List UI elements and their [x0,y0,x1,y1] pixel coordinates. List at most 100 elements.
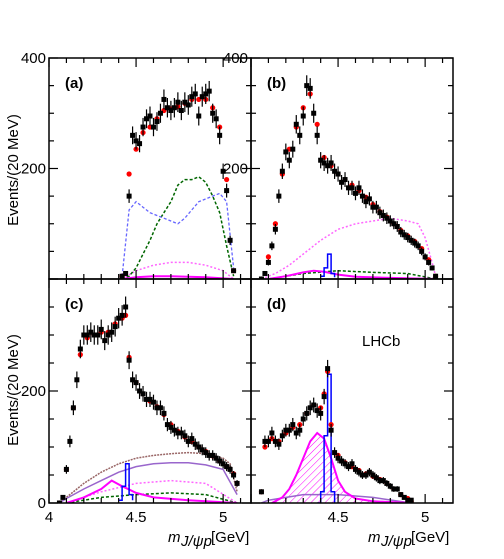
data-point [356,185,362,191]
data-points [258,75,439,279]
y-tick-label: 200 [21,161,46,178]
data-point [426,259,432,265]
data-point [370,472,376,478]
data-point [150,124,156,130]
data-point [300,416,306,422]
data-point [116,315,122,321]
data-point [150,399,156,405]
blue-dashed-curve [121,192,235,277]
fit-point [224,176,230,183]
data-point [419,248,425,254]
fit-point [272,221,278,227]
data-point [147,396,153,402]
data-point [147,113,153,119]
data-point [203,450,209,456]
data-point [307,405,313,411]
data-point [325,163,331,169]
data-point [272,438,278,444]
panel-1-plot-area [119,80,237,279]
data-point [349,185,355,191]
data-point [168,424,174,430]
data-point [203,91,209,97]
data-point [182,433,188,439]
fit-point [314,121,320,127]
data-point [405,235,411,241]
data-point [157,110,163,116]
y-tick-label: 400 [223,50,248,67]
x-axis-title-left-unit: [GeV] [211,529,249,546]
data-point [384,480,390,486]
data-point [210,452,216,458]
data-point [185,102,191,108]
data-point [133,138,139,144]
data-point [171,427,177,433]
data-point [349,461,355,467]
x-tick-label: 4.5 [328,509,349,526]
data-point [359,193,365,199]
data-point [297,132,303,138]
y-tick-label: 400 [21,50,46,67]
data-point [346,464,352,470]
data-point [67,438,73,444]
pc4380-hatched-area [271,433,412,503]
data-point [231,268,237,274]
data-point [56,500,62,503]
data-point [359,472,365,478]
data-point [164,422,170,428]
pc4380-curve [66,479,238,503]
data-point [391,221,397,227]
lambda-star-curve [261,217,437,279]
data-point [262,438,268,444]
data-point [123,270,129,276]
pc4450-histogram [118,463,134,501]
data-point [332,168,338,174]
data-point [408,497,414,503]
data-point [196,444,202,450]
data-point [363,199,369,205]
data-point [269,430,275,436]
data-point [300,113,306,119]
data-point [293,121,299,127]
data-point [189,94,195,100]
pc4450-histogram [317,373,336,503]
data-point [206,452,212,458]
x-axis-title-right-sub: J/ψp [380,533,412,550]
data-point [380,478,386,484]
data-point [217,458,223,464]
data-point [192,91,198,97]
data-point [373,475,379,481]
lambda-star-curve [121,261,235,279]
y-axis-title-bottom: Events/(20 MeV) [5,334,22,446]
data-point [394,486,400,492]
data-point [415,243,421,249]
data-point [210,110,216,116]
data-point [387,218,393,224]
data-point [398,492,404,498]
data-point [408,237,414,243]
data-point [276,441,282,447]
data-point [91,332,97,338]
data-point [119,273,125,279]
fit-point [126,171,132,177]
data-point [175,99,181,105]
panel-3: 4 4.5 5 0 200 (c) [21,278,252,526]
panel-1: 200 400 (a) [21,50,252,280]
data-point [109,329,115,335]
data-point [290,422,296,428]
data-point [286,157,292,163]
data-point [363,472,369,478]
y-tick-label: 0 [38,495,46,512]
data-point [380,212,386,218]
data-point [126,193,132,199]
data-point [189,436,195,442]
data-point [112,324,118,330]
data-point [137,388,143,394]
data-point [192,441,198,447]
data-point [224,188,230,194]
data-point [74,377,80,383]
data-point [70,405,76,411]
data-point [342,177,348,183]
data-point [199,94,205,100]
data-point [227,237,233,243]
data-point [119,312,125,318]
